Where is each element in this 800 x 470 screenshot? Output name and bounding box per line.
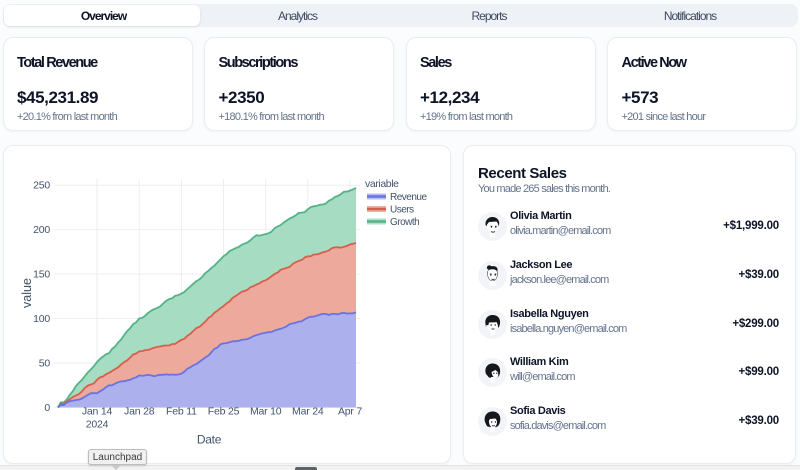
svg-text:Date: Date — [197, 433, 222, 447]
svg-text:250: 250 — [33, 180, 50, 192]
svg-text:Users: Users — [390, 205, 414, 216]
svg-text:Growth: Growth — [390, 217, 419, 228]
svg-text:0: 0 — [44, 402, 50, 414]
svg-text:Mar 10: Mar 10 — [250, 406, 282, 418]
svg-text:Apr 7: Apr 7 — [338, 406, 362, 418]
svg-text:Jan 14: Jan 14 — [82, 406, 113, 418]
svg-text:Jan 28: Jan 28 — [124, 406, 155, 418]
svg-text:2024: 2024 — [86, 419, 109, 431]
svg-text:Feb 11: Feb 11 — [166, 406, 197, 418]
svg-text:200: 200 — [33, 224, 50, 236]
svg-text:variable: variable — [365, 178, 399, 190]
svg-text:value: value — [20, 278, 34, 308]
svg-text:50: 50 — [39, 358, 51, 370]
svg-text:Revenue: Revenue — [390, 192, 427, 203]
svg-text:150: 150 — [33, 269, 50, 281]
svg-text:100: 100 — [33, 313, 50, 325]
svg-text:Mar 24: Mar 24 — [292, 406, 324, 418]
svg-text:Feb 25: Feb 25 — [208, 406, 240, 418]
